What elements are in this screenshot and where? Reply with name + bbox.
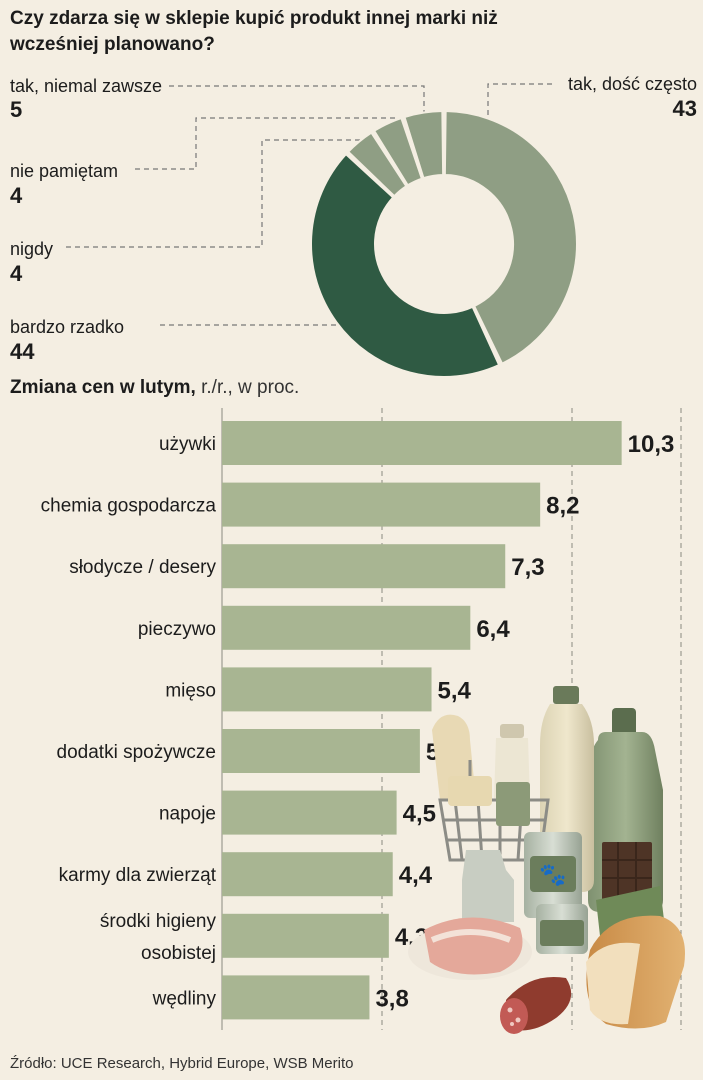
bar-8: [222, 913, 389, 958]
value-label: 10,3: [628, 431, 675, 458]
bar-2: [222, 544, 506, 589]
category-label: środki higieny: [100, 911, 217, 932]
value-label: 4,3: [395, 924, 428, 951]
leader-tak-dosc-czesto: [487, 83, 552, 118]
bar-3: [222, 605, 471, 650]
category-label: osobistej: [141, 943, 216, 964]
category-label: pieczywo: [138, 619, 216, 640]
category-label: dodatki spożywcze: [57, 742, 216, 763]
donut-chart-title: Czy zdarza się w sklepie kupić produkt i…: [10, 8, 498, 55]
value-label: 6,4: [476, 616, 510, 643]
slice-value-tak-niemal-zawsze: 5: [10, 97, 23, 122]
slice-value-nie-pamietam: 4: [10, 183, 23, 208]
category-label: chemia gospodarcza: [41, 496, 217, 517]
category-label: używki: [159, 434, 216, 455]
slice-value-nigdy: 4: [10, 261, 23, 286]
bar-6: [222, 790, 397, 835]
slice-label-tak-dosc-czesto: tak, dość często: [563, 73, 697, 95]
category-label: słodycze / desery: [69, 557, 216, 578]
donut-slice-4: [403, 109, 445, 180]
donut-slice-2: [346, 131, 408, 198]
value-label: 5,1: [426, 739, 459, 766]
source-note: Źródło: UCE Research, Hybrid Europe, WSB…: [10, 1055, 354, 1072]
slice-label-nigdy: nigdy: [10, 238, 58, 260]
value-label: 5,4: [438, 677, 472, 704]
slice-value-tak-dosc-czesto: 43: [672, 96, 697, 121]
category-label: mięso: [165, 680, 216, 701]
donut-chart: [66, 83, 578, 378]
bar-7: [222, 852, 393, 897]
value-label: 4,4: [399, 862, 433, 889]
donut-slice-0: [443, 109, 578, 365]
donut-slice-3: [372, 116, 424, 187]
category-label: karmy dla zwierząt: [59, 865, 217, 886]
bar-chart-title-sub: r./r., w proc.: [195, 377, 300, 398]
bar-1: [222, 482, 541, 527]
category-label: napoje: [159, 804, 216, 825]
value-label: 8,2: [546, 493, 579, 520]
slice-label-bardzo-rzadko: bardzo rzadko: [10, 316, 129, 338]
bar-4: [222, 667, 432, 712]
bar-chart: używki 10,3 chemia gospodarcza 8,2 słodycze …: [41, 408, 682, 1030]
category-label: wędliny: [152, 988, 217, 1009]
slice-label-tak-niemal-zawsze: tak, niemal zawsze: [10, 75, 167, 97]
donut-slice-1: [310, 152, 501, 378]
value-label: 4,5: [403, 801, 436, 828]
slice-label-nie-pamietam: nie pamiętam: [10, 160, 123, 182]
bar-chart-title: Zmiana cen w lutym, r./r., w proc.: [10, 376, 299, 400]
slice-value-bardzo-rzadko: 44: [10, 339, 35, 364]
value-label: 7,3: [511, 554, 544, 581]
bar-9: [222, 975, 370, 1020]
bar-0: [222, 421, 622, 465]
bar-chart-title-bold: Zmiana cen w lutym,: [10, 377, 196, 398]
leader-tak-niemal-zawsze: [160, 85, 425, 118]
bar-5: [222, 729, 420, 773]
value-label: 3,8: [375, 985, 408, 1012]
